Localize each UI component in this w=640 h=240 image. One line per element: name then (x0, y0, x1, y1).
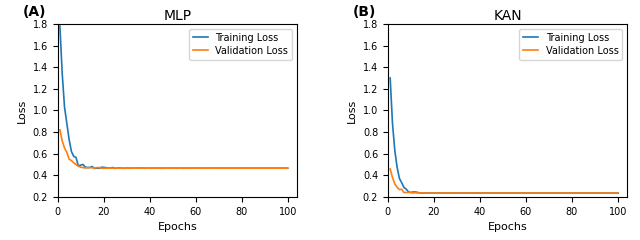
Y-axis label: Loss: Loss (348, 98, 357, 123)
Training Loss (111, 167, 119, 170)
Training Loss (605, 192, 612, 194)
Line: Training Loss: Training Loss (60, 26, 288, 168)
Training Loss (100, 166, 108, 169)
Validation Loss (433, 192, 440, 194)
Training Loss (387, 77, 394, 79)
Validation Loss (614, 192, 622, 194)
Validation Loss (194, 167, 202, 170)
Validation Loss (428, 192, 435, 195)
Training Loss (268, 167, 275, 170)
Training Loss (524, 192, 532, 194)
Training Loss (176, 167, 184, 170)
Validation Loss (56, 128, 64, 131)
Legend: Training Loss, Validation Loss: Training Loss, Validation Loss (189, 29, 292, 60)
Text: (A): (A) (22, 5, 46, 19)
Title: KAN: KAN (493, 9, 522, 23)
Validation Loss (268, 167, 275, 170)
Validation Loss (524, 192, 532, 194)
X-axis label: Epochs: Epochs (488, 222, 527, 232)
Training Loss (194, 167, 202, 170)
Validation Loss (102, 167, 110, 170)
Validation Loss (506, 192, 514, 194)
Y-axis label: Loss: Loss (17, 98, 27, 123)
Validation Loss (442, 192, 449, 194)
Validation Loss (176, 167, 184, 170)
Line: Validation Loss: Validation Loss (60, 130, 288, 168)
Training Loss (614, 192, 622, 194)
Text: (B): (B) (353, 5, 376, 19)
Training Loss (598, 192, 605, 194)
Validation Loss (387, 168, 394, 170)
Training Loss (284, 167, 292, 170)
Training Loss (109, 166, 116, 169)
Training Loss (56, 25, 64, 28)
Validation Loss (605, 192, 612, 194)
Training Loss (433, 192, 440, 195)
Training Loss (442, 192, 449, 194)
Validation Loss (598, 192, 605, 194)
X-axis label: Epochs: Epochs (157, 222, 197, 232)
Training Loss (419, 192, 426, 195)
Line: Validation Loss: Validation Loss (390, 169, 618, 193)
Validation Loss (100, 167, 108, 170)
Training Loss (275, 167, 282, 170)
Title: MLP: MLP (163, 9, 191, 23)
Legend: Training Loss, Validation Loss: Training Loss, Validation Loss (519, 29, 622, 60)
Validation Loss (111, 167, 119, 170)
Validation Loss (275, 167, 282, 170)
Line: Training Loss: Training Loss (390, 78, 618, 193)
Training Loss (506, 192, 514, 194)
Validation Loss (284, 167, 292, 170)
